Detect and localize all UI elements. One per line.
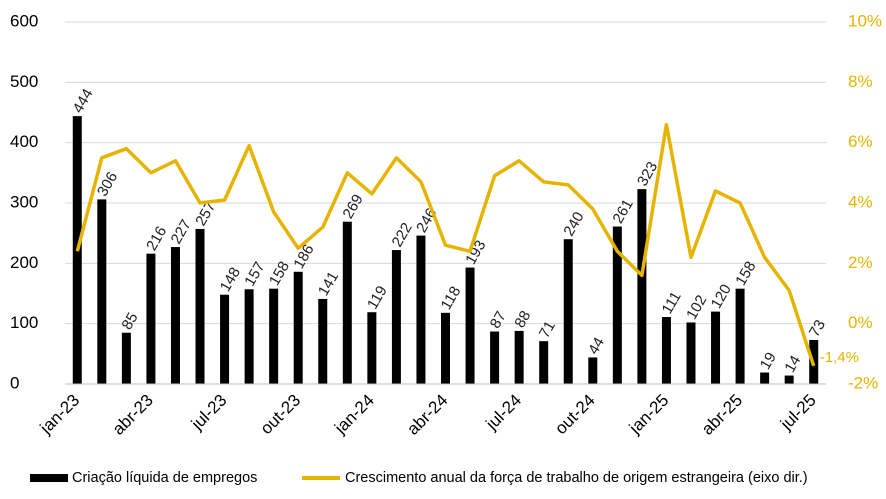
data-label: 71 (536, 318, 559, 341)
bar (97, 199, 107, 384)
data-label: 227 (168, 217, 195, 247)
data-label: 261 (610, 196, 637, 226)
data-label: 73 (806, 317, 829, 340)
y2-tick-label: 6% (848, 132, 873, 151)
data-label: 14 (781, 353, 804, 376)
data-label: 222 (389, 220, 416, 250)
y-tick-label: 100 (10, 313, 38, 332)
x-tick-label: abr-23 (109, 391, 157, 439)
bar (514, 330, 524, 384)
data-label: 87 (487, 309, 510, 332)
data-label: 85 (119, 310, 142, 333)
bar (661, 317, 671, 384)
x-tick-label: abr-24 (403, 391, 451, 439)
x-tick-label: out-24 (551, 391, 599, 439)
data-label: 120 (708, 281, 735, 311)
bar (490, 331, 500, 384)
bar (588, 357, 598, 384)
y2-tick-label: 10% (848, 11, 882, 30)
bar (563, 239, 573, 384)
bar (760, 372, 770, 384)
data-label: 19 (757, 350, 780, 373)
bar (686, 322, 696, 384)
bar (220, 294, 230, 384)
bar (416, 235, 426, 384)
bar (784, 375, 794, 384)
data-label: -1,4% (820, 349, 859, 366)
bar (318, 298, 328, 384)
y-tick-label: 300 (10, 192, 38, 211)
data-label: 216 (143, 223, 170, 253)
y-tick-label: 600 (10, 11, 38, 30)
x-tick-label: out-23 (257, 391, 305, 439)
bar (711, 311, 721, 384)
bar (637, 189, 647, 384)
x-tick-label: jan-24 (330, 391, 378, 439)
data-label: 269 (339, 192, 366, 222)
data-label: 111 (659, 289, 685, 317)
data-label: 102 (683, 292, 710, 322)
y2-tick-label: 2% (848, 253, 873, 272)
y-tick-label: 0 (10, 373, 19, 392)
x-tick-label: jul-24 (482, 391, 526, 435)
x-tick-label: jul-25 (776, 391, 820, 435)
data-label: 186 (290, 242, 317, 272)
bar (342, 221, 352, 384)
bar (441, 312, 450, 384)
x-tick-label: abr-25 (698, 391, 746, 439)
data-label: 141 (315, 269, 342, 299)
legend-label: Criação líquida de empregos (72, 470, 257, 486)
bar (195, 228, 205, 384)
bar (170, 247, 180, 384)
bar (539, 341, 549, 384)
data-label: 88 (511, 308, 534, 331)
y-tick-label: 200 (10, 253, 38, 272)
bar (269, 288, 279, 384)
y-tick-label: 500 (10, 72, 38, 91)
bar (146, 253, 156, 384)
bar (612, 226, 622, 384)
x-tick-label: jan-25 (625, 391, 673, 439)
data-label: 240 (560, 209, 587, 239)
data-label: 118 (438, 284, 465, 313)
y2-tick-label: -2% (848, 373, 878, 392)
x-tick-label: jul-23 (187, 391, 231, 435)
bar (391, 250, 401, 384)
bar (244, 289, 254, 384)
y2-tick-label: 4% (848, 192, 873, 211)
y-tick-label: 400 (10, 132, 38, 151)
data-label: 444 (69, 86, 96, 116)
data-label: 119 (364, 283, 391, 312)
y2-tick-label: 0% (848, 313, 873, 332)
y2-tick-label: 8% (848, 72, 873, 91)
bar (293, 271, 303, 384)
bar (465, 267, 475, 384)
data-label: 44 (585, 334, 608, 357)
legend-label: Crescimento anual da força de trabalho d… (345, 470, 808, 486)
x-tick-label: jan-23 (36, 391, 84, 439)
data-label: 148 (217, 265, 244, 295)
bar (121, 332, 131, 384)
bar (735, 288, 745, 384)
legend-swatch (30, 474, 68, 482)
line (75, 122, 816, 367)
bar (367, 312, 377, 384)
